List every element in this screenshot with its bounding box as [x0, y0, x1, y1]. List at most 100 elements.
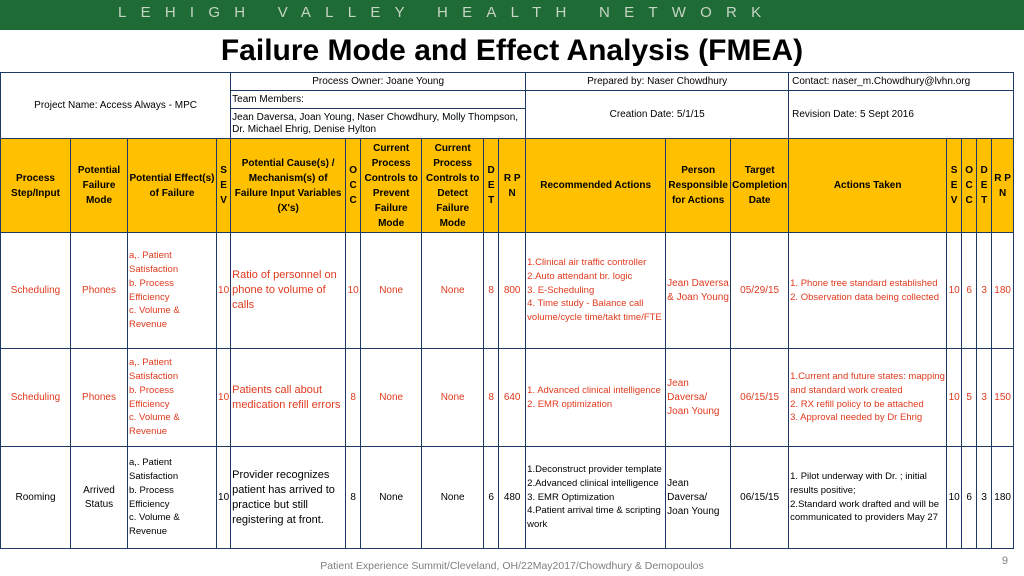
- header-person-responsible: Person Responsible for Actions: [666, 139, 731, 233]
- det-2-cell: 3: [977, 233, 992, 349]
- action-taken-item: 1. Pilot underway with Dr. ; initial res…: [790, 470, 945, 497]
- effect-item: a,. Patient Satisfaction: [129, 249, 215, 276]
- recommended-actions-cell: 1.Deconstruct provider template 2.Advanc…: [526, 447, 666, 549]
- failure-effects-cell: a,. Patient Satisfaction b. Process Effi…: [128, 349, 217, 447]
- table-row: Rooming Arrived Status a,. Patient Satis…: [1, 447, 1014, 549]
- action-taken-item: 2.Standard work drafted and will be comm…: [790, 498, 945, 525]
- header-actions-taken: Actions Taken: [789, 139, 947, 233]
- person-responsible-cell: Jean Daversa & Joan Young: [666, 233, 731, 349]
- rpn-cell: 640: [499, 349, 526, 447]
- fmea-table: Project Name: Access Always - MPC Proces…: [0, 72, 1014, 549]
- header-failure-effects: Potential Effect(s) of Failure: [128, 139, 217, 233]
- brand-name: LEHIGH VALLEY HEALTH NETWORK: [118, 4, 775, 21]
- cause-cell: Ratio of personnel on phone to volume of…: [231, 233, 346, 349]
- brand-bar: LEHIGH VALLEY HEALTH NETWORK: [0, 0, 1024, 30]
- recommended-actions-cell: 1. Advanced clinical intelligence 2. EMR…: [526, 349, 666, 447]
- action-taken-item: 1.Current and future states: mapping and…: [790, 370, 945, 397]
- sev-2-cell: 10: [947, 447, 962, 549]
- header-sev-2: S E V: [947, 139, 962, 233]
- rpn-cell: 480: [499, 447, 526, 549]
- sev-cell: 10: [217, 349, 231, 447]
- recommended-item: 3. E-Scheduling: [527, 284, 664, 298]
- target-date-cell: 06/15/15: [731, 349, 789, 447]
- target-date-cell: 05/29/15: [731, 233, 789, 349]
- action-taken-item: 1. Phone tree standard established: [790, 277, 945, 291]
- header-target-date: Target Completion Date: [731, 139, 789, 233]
- team-members-label: Team Members:: [231, 91, 526, 109]
- header-failure-mode: Potential Failure Mode: [71, 139, 128, 233]
- rpn-2-cell: 180: [992, 447, 1014, 549]
- prevent-controls-cell: None: [361, 447, 422, 549]
- sev-2-cell: 10: [947, 233, 962, 349]
- table-row: Scheduling Phones a,. Patient Satisfacti…: [1, 233, 1014, 349]
- table-row: Scheduling Phones a,. Patient Satisfacti…: [1, 349, 1014, 447]
- prevent-controls-cell: None: [361, 349, 422, 447]
- person-responsible-cell: Jean Daversa/ Joan Young: [666, 349, 731, 447]
- header-rpn-2: R P N: [992, 139, 1014, 233]
- recommended-item: 1.Clinical air traffic controller: [527, 256, 664, 270]
- occ-cell: 8: [346, 349, 361, 447]
- recommended-item: 3. EMR Optimization: [527, 491, 664, 505]
- process-step-cell: Scheduling: [1, 349, 71, 447]
- det-cell: 8: [484, 233, 499, 349]
- recommended-item: 4.Patient arrival time & scripting work: [527, 504, 664, 531]
- failure-mode-cell: Phones: [71, 349, 128, 447]
- cause-cell: Patients call about medication refill er…: [231, 349, 346, 447]
- header-sev: S E V: [217, 139, 231, 233]
- effect-item: b. Process Efficiency: [129, 277, 215, 304]
- cause-cell: Provider recognizes patient has arrived …: [231, 447, 346, 549]
- actions-taken-cell: 1. Phone tree standard established 2. Ob…: [789, 233, 947, 349]
- prevent-controls-cell: None: [361, 233, 422, 349]
- action-taken-item: 3. Approval needed by Dr Ehrig: [790, 411, 945, 425]
- footer-citation: Patient Experience Summit/Cleveland, OH/…: [0, 560, 1024, 572]
- sev-cell: 10: [217, 233, 231, 349]
- effect-item: c. Volume & Revenue: [129, 304, 215, 331]
- det-2-cell: 3: [977, 447, 992, 549]
- person-responsible-cell: Jean Daversa/ Joan Young: [666, 447, 731, 549]
- header-occ-2: O C C: [962, 139, 977, 233]
- recommended-item: 2. EMR optimization: [527, 398, 664, 412]
- rpn-2-cell: 150: [992, 349, 1014, 447]
- target-date-cell: 06/15/15: [731, 447, 789, 549]
- revision-date: Revision Date: 5 Sept 2016: [789, 91, 1014, 139]
- rpn-cell: 800: [499, 233, 526, 349]
- effect-item: c. Volume & Revenue: [129, 511, 215, 538]
- det-cell: 8: [484, 349, 499, 447]
- process-owner: Process Owner: Joane Young: [231, 73, 526, 91]
- failure-effects-cell: a,. Patient Satisfaction b. Process Effi…: [128, 233, 217, 349]
- actions-taken-cell: 1.Current and future states: mapping and…: [789, 349, 947, 447]
- detect-controls-cell: None: [422, 447, 484, 549]
- header-rpn: R P N: [499, 139, 526, 233]
- effect-item: b. Process Efficiency: [129, 484, 215, 511]
- header-occ: O C C: [346, 139, 361, 233]
- sev-cell: 10: [217, 447, 231, 549]
- recommended-item: 2.Advanced clinical intelligence: [527, 477, 664, 491]
- team-members-list: Jean Daversa, Joan Young, Naser Chowdhur…: [231, 109, 526, 139]
- detect-controls-cell: None: [422, 233, 484, 349]
- occ-2-cell: 6: [962, 447, 977, 549]
- header-recommended-actions: Recommended Actions: [526, 139, 666, 233]
- recommended-item: 4. Time study - Balance call volume/cycl…: [527, 297, 664, 324]
- header-cause: Potential Cause(s) / Mechanism(s) of Fai…: [231, 139, 346, 233]
- recommended-actions-cell: 1.Clinical air traffic controller 2.Auto…: [526, 233, 666, 349]
- header-det: D E T: [484, 139, 499, 233]
- action-taken-item: 2. Observation data being collected: [790, 291, 945, 305]
- header-process-step: Process Step/Input: [1, 139, 71, 233]
- page-number: 9: [1002, 555, 1008, 567]
- effect-item: a,. Patient Satisfaction: [129, 456, 215, 483]
- occ-cell: 8: [346, 447, 361, 549]
- occ-cell: 10: [346, 233, 361, 349]
- header-detect-controls: Current Process Controls to Detect Failu…: [422, 139, 484, 233]
- process-step-cell: Rooming: [1, 447, 71, 549]
- action-taken-item: 2. RX refill policy to be attached: [790, 398, 945, 412]
- process-step-cell: Scheduling: [1, 233, 71, 349]
- header-det-2: D E T: [977, 139, 992, 233]
- failure-mode-cell: Arrived Status: [71, 447, 128, 549]
- contact: Contact: naser_m.Chowdhury@lvhn.org: [789, 73, 1014, 91]
- recommended-item: 2.Auto attendant br. logic: [527, 270, 664, 284]
- detect-controls-cell: None: [422, 349, 484, 447]
- effect-item: a,. Patient Satisfaction: [129, 356, 215, 383]
- creation-date: Creation Date: 5/1/15: [526, 91, 789, 139]
- effect-item: c. Volume & Revenue: [129, 411, 215, 438]
- failure-mode-cell: Phones: [71, 233, 128, 349]
